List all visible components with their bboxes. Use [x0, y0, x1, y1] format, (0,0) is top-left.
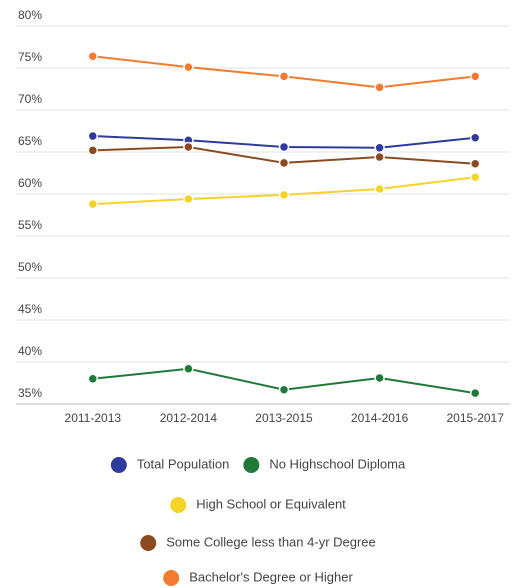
data-point: [469, 387, 481, 399]
y-tick-label: 80%: [18, 8, 42, 22]
data-point: [278, 141, 290, 153]
data-point: [183, 193, 194, 205]
legend-label: Total Population: [137, 456, 230, 471]
legend-label: Some College less than 4-yr Degree: [166, 534, 376, 549]
data-point: [183, 363, 194, 374]
data-point: [87, 145, 99, 156]
legend-label: No Highschool Diploma: [269, 456, 406, 471]
data-point: [87, 50, 99, 62]
legend-label: High School or Equivalent: [196, 496, 346, 511]
y-tick-label: 55%: [18, 218, 42, 232]
legend-marker: [163, 570, 180, 586]
y-tick-label: 35%: [18, 386, 42, 400]
x-tick-label: 2014-2016: [351, 411, 409, 425]
data-point: [183, 61, 194, 73]
data-point: [469, 71, 481, 82]
x-tick-label: 2011-2013: [65, 411, 122, 425]
x-tick-label: 2012-2014: [160, 411, 218, 425]
data-point: [278, 384, 290, 395]
data-point: [87, 130, 99, 142]
y-tick-label: 60%: [18, 176, 42, 190]
data-point: [374, 183, 385, 195]
data-point: [469, 158, 481, 170]
legend-marker: [170, 497, 187, 513]
x-tick-label: 2013-2015: [255, 411, 313, 425]
data-point: [374, 82, 385, 93]
legend-marker: [140, 535, 157, 551]
data-point: [87, 373, 99, 385]
legend-label: Bachelor's Degree or Higher: [189, 569, 353, 584]
data-point: [374, 372, 385, 384]
data-point: [374, 151, 385, 163]
data-point: [278, 71, 290, 82]
y-tick-label: 50%: [18, 260, 42, 274]
data-point: [278, 189, 290, 201]
y-tick-label: 65%: [18, 134, 42, 148]
y-tick-label: 45%: [18, 302, 42, 316]
data-point: [469, 171, 481, 183]
data-point: [278, 157, 290, 169]
y-tick-label: 70%: [18, 92, 42, 106]
data-point: [87, 198, 99, 210]
legend-marker: [243, 457, 260, 473]
y-tick-label: 75%: [18, 50, 42, 64]
legend-marker: [110, 457, 127, 473]
x-tick-label: 2015-2017: [447, 411, 505, 425]
data-point: [183, 141, 194, 153]
data-point: [374, 142, 385, 154]
y-tick-label: 40%: [18, 344, 42, 358]
data-point: [469, 132, 481, 143]
